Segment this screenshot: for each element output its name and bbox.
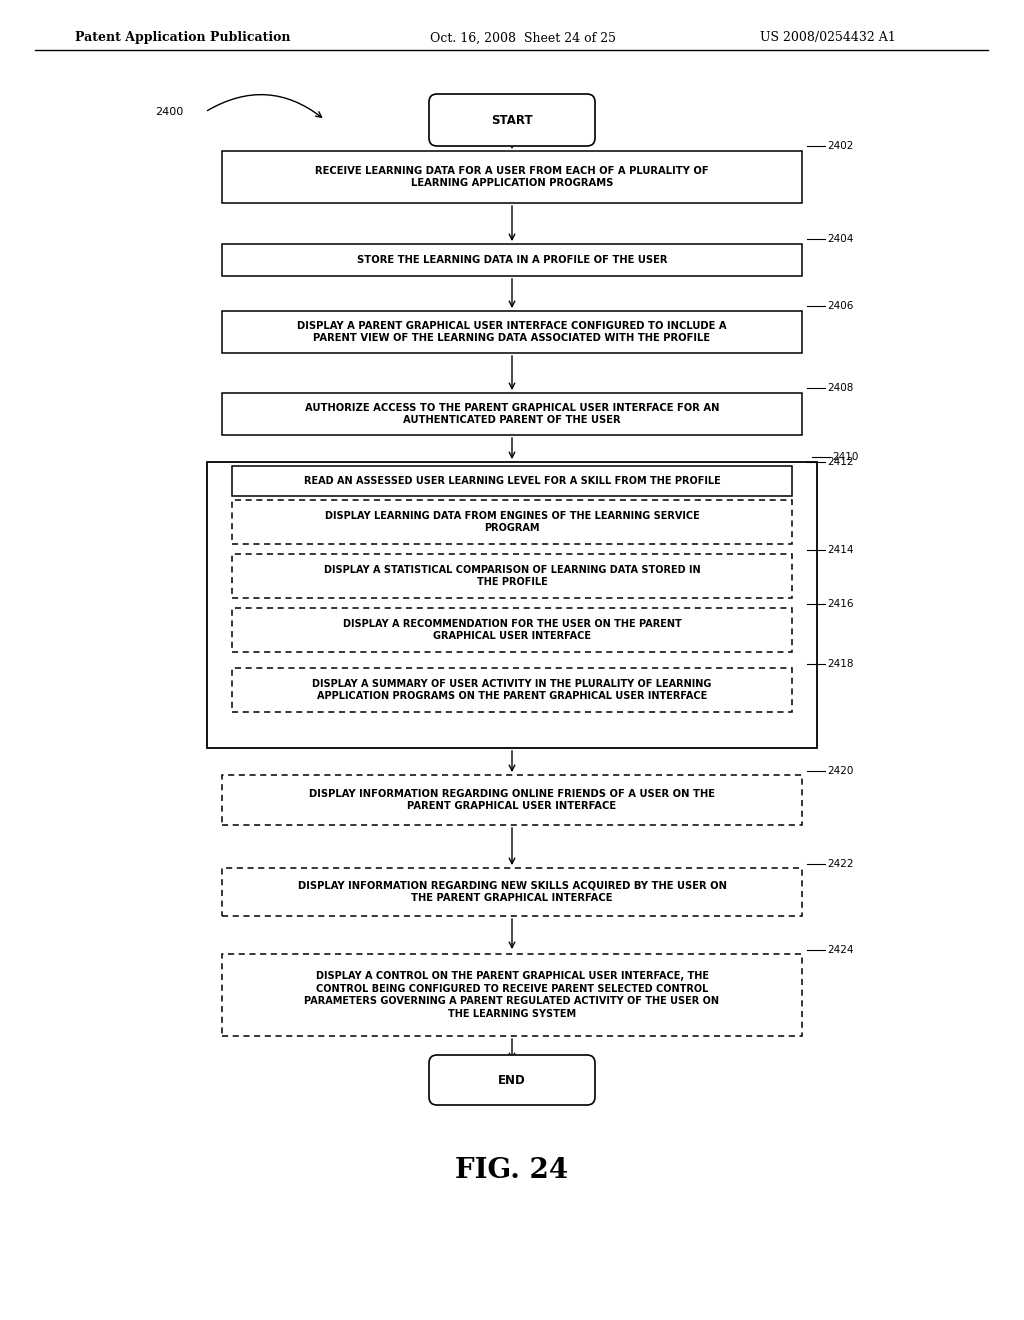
Bar bbox=[207, 462, 817, 748]
Text: Oct. 16, 2008  Sheet 24 of 25: Oct. 16, 2008 Sheet 24 of 25 bbox=[430, 32, 616, 45]
Text: 2400: 2400 bbox=[155, 107, 183, 117]
Bar bbox=[222, 393, 802, 436]
Text: FIG. 24: FIG. 24 bbox=[456, 1156, 568, 1184]
Bar bbox=[222, 869, 802, 916]
Text: STORE THE LEARNING DATA IN A PROFILE OF THE USER: STORE THE LEARNING DATA IN A PROFILE OF … bbox=[356, 255, 668, 265]
Text: DISPLAY INFORMATION REGARDING ONLINE FRIENDS OF A USER ON THE
PARENT GRAPHICAL U: DISPLAY INFORMATION REGARDING ONLINE FRI… bbox=[309, 788, 715, 812]
Text: READ AN ASSESSED USER LEARNING LEVEL FOR A SKILL FROM THE PROFILE: READ AN ASSESSED USER LEARNING LEVEL FOR… bbox=[304, 477, 720, 486]
Text: RECEIVE LEARNING DATA FOR A USER FROM EACH OF A PLURALITY OF
LEARNING APPLICATIO: RECEIVE LEARNING DATA FOR A USER FROM EA… bbox=[315, 165, 709, 189]
Text: DISPLAY A PARENT GRAPHICAL USER INTERFACE CONFIGURED TO INCLUDE A
PARENT VIEW OF: DISPLAY A PARENT GRAPHICAL USER INTERFAC… bbox=[297, 321, 727, 343]
Bar bbox=[222, 312, 802, 352]
Text: DISPLAY A STATISTICAL COMPARISON OF LEARNING DATA STORED IN
THE PROFILE: DISPLAY A STATISTICAL COMPARISON OF LEAR… bbox=[324, 565, 700, 587]
Bar bbox=[222, 954, 802, 1036]
Bar bbox=[222, 244, 802, 276]
Text: 2422: 2422 bbox=[827, 859, 853, 869]
Text: 2404: 2404 bbox=[827, 234, 853, 244]
Text: 2424: 2424 bbox=[827, 945, 853, 954]
Text: 2414: 2414 bbox=[827, 545, 853, 554]
Text: 2402: 2402 bbox=[827, 141, 853, 150]
Text: 2408: 2408 bbox=[827, 383, 853, 393]
Text: 2420: 2420 bbox=[827, 766, 853, 776]
Text: DISPLAY A RECOMMENDATION FOR THE USER ON THE PARENT
GRAPHICAL USER INTERFACE: DISPLAY A RECOMMENDATION FOR THE USER ON… bbox=[343, 619, 681, 642]
Bar bbox=[232, 609, 792, 652]
Text: 2406: 2406 bbox=[827, 301, 853, 312]
Text: DISPLAY A SUMMARY OF USER ACTIVITY IN THE PLURALITY OF LEARNING
APPLICATION PROG: DISPLAY A SUMMARY OF USER ACTIVITY IN TH… bbox=[312, 678, 712, 701]
Text: DISPLAY INFORMATION REGARDING NEW SKILLS ACQUIRED BY THE USER ON
THE PARENT GRAP: DISPLAY INFORMATION REGARDING NEW SKILLS… bbox=[298, 880, 726, 903]
Text: US 2008/0254432 A1: US 2008/0254432 A1 bbox=[760, 32, 896, 45]
Text: START: START bbox=[492, 114, 532, 127]
FancyBboxPatch shape bbox=[429, 1055, 595, 1105]
Text: DISPLAY A CONTROL ON THE PARENT GRAPHICAL USER INTERFACE, THE
CONTROL BEING CONF: DISPLAY A CONTROL ON THE PARENT GRAPHICA… bbox=[304, 970, 720, 1019]
Bar bbox=[232, 466, 792, 496]
Bar bbox=[232, 500, 792, 544]
Text: DISPLAY LEARNING DATA FROM ENGINES OF THE LEARNING SERVICE
PROGRAM: DISPLAY LEARNING DATA FROM ENGINES OF TH… bbox=[325, 511, 699, 533]
Bar bbox=[232, 554, 792, 598]
Bar bbox=[232, 668, 792, 711]
Bar bbox=[222, 775, 802, 825]
Text: 2412: 2412 bbox=[827, 457, 853, 467]
Text: AUTHORIZE ACCESS TO THE PARENT GRAPHICAL USER INTERFACE FOR AN
AUTHENTICATED PAR: AUTHORIZE ACCESS TO THE PARENT GRAPHICAL… bbox=[305, 403, 719, 425]
Text: 2418: 2418 bbox=[827, 659, 853, 669]
Text: 2416: 2416 bbox=[827, 599, 853, 609]
Text: END: END bbox=[498, 1073, 526, 1086]
Text: 2410: 2410 bbox=[831, 451, 858, 462]
Text: Patent Application Publication: Patent Application Publication bbox=[75, 32, 291, 45]
FancyBboxPatch shape bbox=[429, 94, 595, 147]
Bar bbox=[222, 150, 802, 203]
